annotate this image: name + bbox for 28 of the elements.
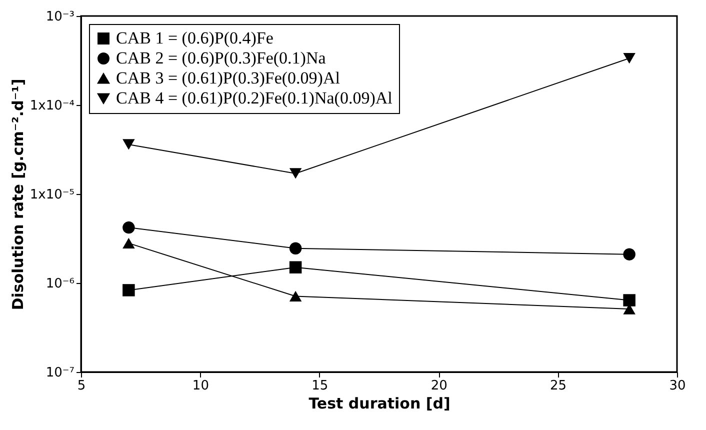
point xyxy=(623,52,636,64)
point xyxy=(623,248,636,260)
y-tick-label: 1x10⁻⁵ xyxy=(30,188,74,202)
legend-label: CAB 3 = (0.61)P(0.3)Fe(0.09)Al xyxy=(116,68,340,88)
x-tick-label: 15 xyxy=(312,378,328,394)
x-axis-title: Test duration [d] xyxy=(308,394,450,412)
point xyxy=(289,168,302,179)
y-tick-label: 10⁻⁷ xyxy=(46,366,74,380)
point xyxy=(289,290,302,302)
x-tick-label: 20 xyxy=(430,378,448,394)
x-tick-label: 25 xyxy=(550,378,567,394)
y-tick-label: 10⁻⁶ xyxy=(46,276,74,292)
point xyxy=(122,284,135,296)
legend-label: CAB 2 = (0.6)P(0.3)Fe(0.1)Na xyxy=(116,48,326,68)
x-tick-label: 30 xyxy=(669,378,686,394)
point xyxy=(289,261,302,274)
point xyxy=(122,221,135,234)
x-tick-label: 10 xyxy=(192,378,209,394)
point xyxy=(289,242,302,254)
point xyxy=(122,139,135,150)
point xyxy=(122,238,135,249)
y-tick-label: 1x10⁻⁴ xyxy=(30,98,74,114)
x-tick-label: 5 xyxy=(77,378,86,394)
legend-label: CAB 1 = (0.6)P(0.4)Fe xyxy=(116,28,274,48)
y-tick-label: 10⁻³ xyxy=(46,10,74,24)
point xyxy=(623,294,636,306)
legend-label: CAB 4 = (0.61)P(0.2)Fe(0.1)Na(0.09)Al xyxy=(116,88,393,108)
y-axis-title: Disolution rate [g.cm⁻².d⁻¹] xyxy=(8,78,27,310)
